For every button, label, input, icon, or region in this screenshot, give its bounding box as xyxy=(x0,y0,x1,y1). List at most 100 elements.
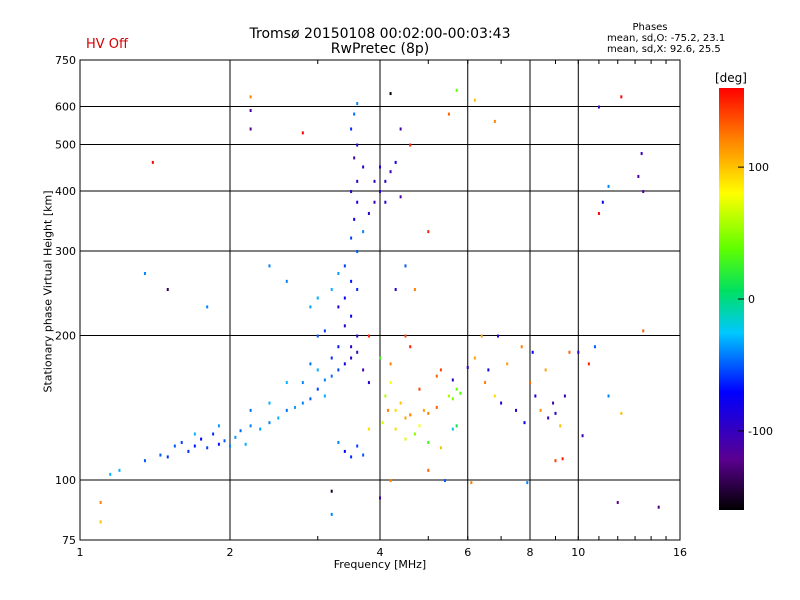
data-point xyxy=(217,442,220,446)
x-tick-label: 6 xyxy=(464,546,471,559)
data-point xyxy=(455,88,458,92)
data-point xyxy=(379,356,381,360)
data-point xyxy=(500,401,503,405)
phases-stats-x: mean, sd,X: 92.6, 25.5 xyxy=(607,44,721,55)
data-point xyxy=(316,334,319,338)
data-point xyxy=(373,179,376,183)
data-point xyxy=(597,212,600,216)
data-point xyxy=(620,411,623,415)
data-point xyxy=(323,394,326,398)
data-point xyxy=(568,350,571,354)
data-point xyxy=(143,271,146,275)
data-point xyxy=(277,416,280,420)
data-point xyxy=(409,143,412,147)
data-point xyxy=(559,424,562,428)
data-point xyxy=(473,356,476,360)
data-point xyxy=(353,156,356,160)
data-point xyxy=(151,160,154,164)
data-point xyxy=(394,408,397,412)
data-point xyxy=(356,179,359,183)
axis-ticks: 1 2 4 6 8 10 16 75 100 200 300 400 500 600 750 xyxy=(55,54,687,559)
data-point xyxy=(234,435,237,439)
data-point xyxy=(409,345,412,349)
y-tick-label: 75 xyxy=(62,534,76,547)
data-point xyxy=(404,416,407,420)
data-point xyxy=(323,378,326,382)
data-point xyxy=(616,500,619,504)
data-point xyxy=(356,250,359,254)
data-point xyxy=(268,264,271,268)
data-point xyxy=(337,441,340,445)
data-point xyxy=(330,489,333,493)
data-point xyxy=(301,381,304,385)
y-tick-label: 500 xyxy=(55,139,76,152)
data-point xyxy=(323,329,326,333)
data-point xyxy=(470,481,473,485)
data-point xyxy=(484,381,487,385)
data-point xyxy=(356,334,359,338)
data-point xyxy=(523,421,526,425)
data-point xyxy=(159,453,162,457)
colorbar-tick-label: 0 xyxy=(748,293,755,306)
data-point xyxy=(356,200,359,204)
data-point xyxy=(399,127,402,131)
data-point xyxy=(229,444,231,448)
data-point xyxy=(193,444,196,448)
data-point xyxy=(316,296,319,300)
y-tick-label: 400 xyxy=(55,185,76,198)
data-point xyxy=(404,264,407,268)
data-point xyxy=(473,98,476,102)
colorbar-tick-label: 100 xyxy=(748,161,769,174)
data-point xyxy=(99,520,102,524)
data-point xyxy=(466,365,469,369)
data-point xyxy=(356,350,359,354)
data-point xyxy=(389,92,392,96)
data-point xyxy=(554,411,557,415)
colorbar-ticks: 100 0 -100 xyxy=(738,161,773,438)
data-point xyxy=(249,127,252,131)
data-point xyxy=(343,362,346,366)
data-point xyxy=(350,455,353,459)
data-point xyxy=(422,408,425,412)
data-point xyxy=(143,459,146,463)
data-point xyxy=(301,401,304,405)
data-point xyxy=(384,394,387,398)
data-point xyxy=(493,119,496,123)
data-point xyxy=(607,394,610,398)
data-point xyxy=(316,368,319,372)
data-point xyxy=(206,446,209,450)
data-point xyxy=(343,296,346,300)
data-point xyxy=(350,314,353,318)
data-point xyxy=(350,345,353,349)
data-point xyxy=(337,305,340,309)
data-point xyxy=(367,381,370,385)
data-point xyxy=(212,432,215,436)
data-point xyxy=(343,449,346,453)
x-tick-label: 10 xyxy=(571,546,585,559)
data-point xyxy=(620,95,623,99)
data-point xyxy=(399,401,402,405)
data-point xyxy=(439,368,442,372)
data-point xyxy=(386,408,389,412)
data-point xyxy=(642,329,645,333)
data-point xyxy=(455,424,458,428)
phases-stats-o: mean, sd,O: -75.2, 23.1 xyxy=(607,33,726,44)
data-point xyxy=(413,432,416,436)
data-point xyxy=(554,459,557,463)
data-point xyxy=(373,200,376,204)
data-point xyxy=(561,457,564,461)
data-point xyxy=(427,411,430,415)
data-point xyxy=(539,408,542,412)
x-tick-label: 2 xyxy=(227,546,234,559)
data-point xyxy=(356,143,359,147)
data-point xyxy=(337,271,340,275)
data-point xyxy=(418,387,421,391)
data-point xyxy=(496,334,499,338)
data-point xyxy=(249,408,252,412)
data-point xyxy=(223,439,226,443)
data-point xyxy=(109,472,112,476)
data-point xyxy=(187,449,190,453)
data-point xyxy=(193,432,196,436)
chart-subtitle: RwPretec (8p) xyxy=(330,41,430,57)
